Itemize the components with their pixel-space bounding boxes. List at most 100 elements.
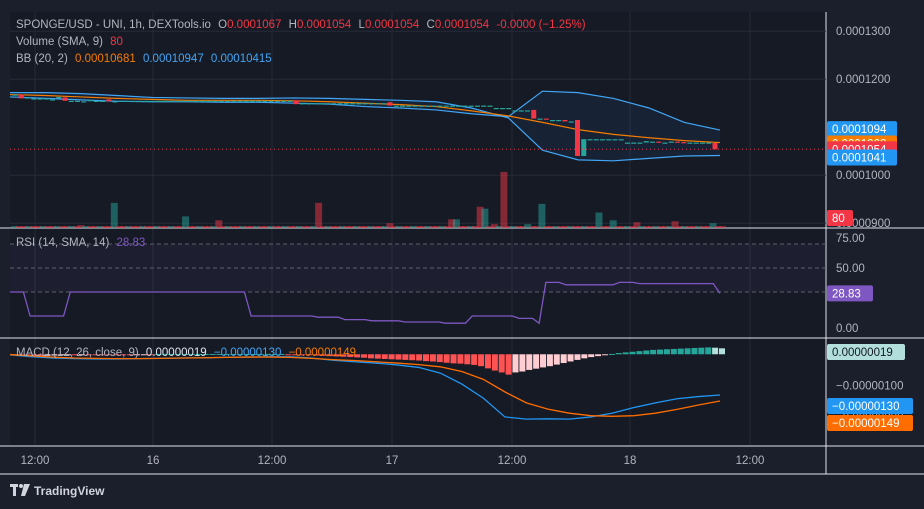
candle <box>306 103 312 105</box>
volume-bar <box>134 226 142 228</box>
candle <box>512 110 518 112</box>
close-label: C <box>426 19 435 31</box>
volume-bar <box>253 226 261 228</box>
volume-bar <box>77 225 85 228</box>
volume-bar <box>91 226 99 228</box>
rsi-tick-label: 50.00 <box>836 263 865 275</box>
volume-bar <box>467 226 475 228</box>
macd-histogram-bar <box>491 354 498 371</box>
candle <box>556 120 562 122</box>
volume-legend[interactable]: Volume (SMA, 9) 80 <box>16 35 127 49</box>
macd-histogram-bar <box>498 354 505 373</box>
candle <box>531 109 537 119</box>
candle <box>487 105 493 107</box>
macd-histogram-bar <box>168 353 175 355</box>
candle <box>581 139 587 156</box>
macd-histogram-bar <box>636 351 643 355</box>
macd-histogram-bar <box>457 354 464 364</box>
candle <box>100 100 105 102</box>
macd-legend[interactable]: MACD (12, 26, close, 9) 0.00000019 −0.00… <box>16 346 360 360</box>
candle <box>406 105 412 107</box>
macd-histogram-bar <box>367 354 374 359</box>
volume-bar <box>39 226 47 228</box>
time-tick-label: 16 <box>147 455 160 467</box>
volume-bar <box>129 226 137 228</box>
macd-histogram-bar <box>340 354 347 357</box>
volume-bar <box>528 226 536 228</box>
candle <box>300 103 305 105</box>
candle <box>168 100 174 102</box>
macd-signal-value: −0.00000149 <box>288 347 357 359</box>
candle <box>706 142 712 144</box>
candle <box>712 143 718 150</box>
volume-bar <box>163 226 171 228</box>
candle <box>587 139 593 141</box>
symbol-label: SPONGE/USD - UNI, 1h, DEXTools.io <box>16 19 211 31</box>
volume-bar <box>291 226 299 228</box>
candle <box>18 94 24 99</box>
candle <box>606 139 612 141</box>
volume-bar <box>248 226 256 228</box>
volume-bar <box>296 226 304 228</box>
macd-histogram-bar <box>209 353 216 355</box>
volume-bar <box>448 219 456 228</box>
volume-bar <box>120 226 128 228</box>
volume-bar <box>471 226 479 228</box>
macd-signal-badge-bg <box>827 415 913 431</box>
volume-bar <box>125 226 133 228</box>
volume-bar <box>600 226 608 228</box>
macd-histogram-bar <box>216 353 223 355</box>
macd-histogram-bar <box>560 354 567 364</box>
macd-histogram-bar <box>526 354 533 370</box>
macd-hist-value: 0.00000019 <box>145 347 207 359</box>
price-legend: SPONGE/USD - UNI, 1h, DEXTools.io O0.000… <box>16 18 590 32</box>
tradingview-brand[interactable]: TradingView <box>10 484 104 499</box>
candle <box>62 97 68 101</box>
volume-bar <box>87 226 95 228</box>
candle <box>181 100 187 102</box>
time-tick-label: 12:00 <box>21 455 50 467</box>
candle <box>450 105 455 107</box>
macd-histogram-bar <box>629 351 636 355</box>
macd-histogram-bar <box>44 354 51 356</box>
volume-bar <box>438 226 446 228</box>
volume-bar <box>210 226 218 228</box>
candle <box>375 103 380 105</box>
volume-bar <box>267 226 275 228</box>
candle <box>643 141 649 143</box>
macd-histogram-bar <box>615 353 622 355</box>
bb-legend[interactable]: BB (20, 2) 0.00010681 0.00010947 0.00010… <box>16 52 276 66</box>
volume-bar <box>524 224 532 228</box>
volume-bar <box>695 226 703 228</box>
volume-bar <box>391 226 399 228</box>
volume-bar <box>714 226 722 228</box>
candle <box>612 139 618 141</box>
candle <box>93 100 99 102</box>
volume-bar <box>262 226 270 228</box>
candle <box>400 105 405 107</box>
macd-histogram-bar <box>361 354 368 358</box>
volume-bar <box>566 226 574 228</box>
volume-bar <box>272 226 280 228</box>
candle <box>481 105 487 107</box>
open-value: 0.0001067 <box>227 19 282 31</box>
macd-histogram-bar <box>684 348 691 355</box>
volume-bar <box>666 226 674 228</box>
candle <box>550 120 555 122</box>
volume-bar <box>486 226 494 228</box>
macd-histogram-bar <box>595 354 602 357</box>
volume-bar <box>15 226 23 228</box>
candle <box>662 142 668 144</box>
candle <box>81 101 87 103</box>
candle <box>225 100 230 102</box>
candle <box>412 105 418 107</box>
bb-label: BB (20, 2) <box>16 53 68 65</box>
volume-bar <box>657 226 665 228</box>
macd-histogram-bar <box>257 353 264 355</box>
close-value: 0.0001054 <box>434 19 490 31</box>
rsi-legend[interactable]: RSI (14, SMA, 14) 28.83 <box>16 236 149 250</box>
candle <box>362 103 368 105</box>
candle <box>593 139 599 141</box>
candle <box>625 142 630 144</box>
